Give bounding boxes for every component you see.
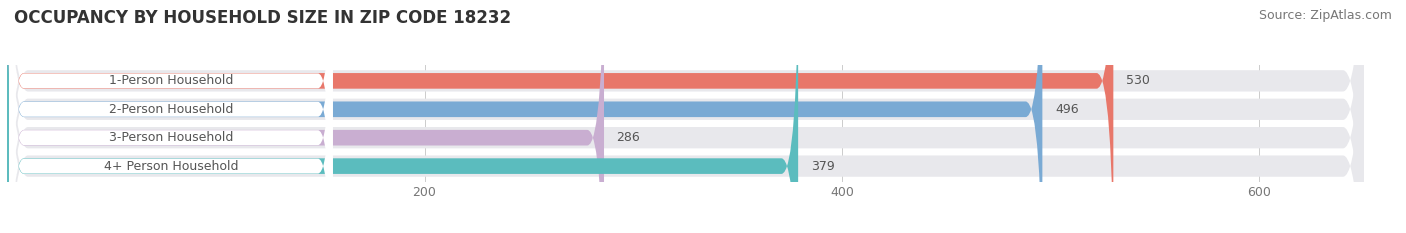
Text: 496: 496 xyxy=(1054,103,1078,116)
Text: 4+ Person Household: 4+ Person Household xyxy=(104,160,238,173)
Text: OCCUPANCY BY HOUSEHOLD SIZE IN ZIP CODE 18232: OCCUPANCY BY HOUSEHOLD SIZE IN ZIP CODE … xyxy=(14,9,512,27)
FancyBboxPatch shape xyxy=(7,0,1364,233)
Text: 2-Person Household: 2-Person Household xyxy=(108,103,233,116)
FancyBboxPatch shape xyxy=(7,0,799,233)
FancyBboxPatch shape xyxy=(7,0,1364,233)
FancyBboxPatch shape xyxy=(7,0,1364,233)
Text: Source: ZipAtlas.com: Source: ZipAtlas.com xyxy=(1258,9,1392,22)
Text: 1-Person Household: 1-Person Household xyxy=(108,74,233,87)
Text: 530: 530 xyxy=(1126,74,1150,87)
FancyBboxPatch shape xyxy=(8,0,333,233)
FancyBboxPatch shape xyxy=(8,0,333,233)
FancyBboxPatch shape xyxy=(7,0,1114,233)
Text: 286: 286 xyxy=(617,131,640,144)
Text: 3-Person Household: 3-Person Household xyxy=(108,131,233,144)
FancyBboxPatch shape xyxy=(8,0,333,233)
FancyBboxPatch shape xyxy=(7,0,1364,233)
FancyBboxPatch shape xyxy=(8,0,333,233)
Text: 379: 379 xyxy=(811,160,834,173)
FancyBboxPatch shape xyxy=(7,0,1042,233)
FancyBboxPatch shape xyxy=(7,0,605,233)
